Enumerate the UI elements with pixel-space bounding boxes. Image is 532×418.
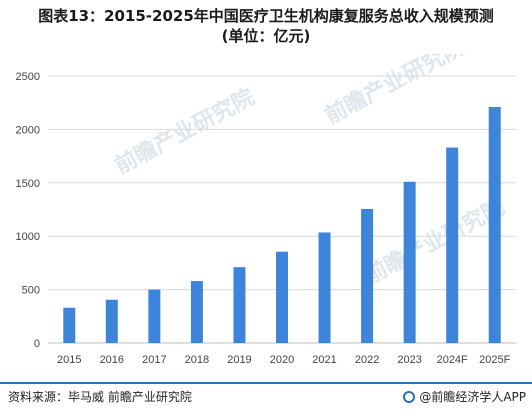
- y-tick-label: 2000: [16, 124, 40, 136]
- label-layer: 2015 2016 2017 2018 2019 2020 2021 2022 2023 2024…: [57, 354, 511, 366]
- bar: [446, 147, 459, 343]
- bar: [63, 307, 76, 343]
- x-tick-label: 2020: [270, 354, 294, 366]
- bar: [233, 267, 246, 343]
- x-tick-label: 2019: [227, 354, 251, 366]
- footer: 资料来源：毕马威 前瞻产业研究院 @前瞻经济学人APP: [0, 388, 532, 408]
- x-tick-label: 2022: [355, 354, 379, 366]
- y-tick-label: 0: [34, 338, 40, 350]
- footer-divider: [0, 382, 532, 384]
- x-tick-label: 2018: [185, 354, 209, 366]
- x-tick-label: 2023: [397, 354, 421, 366]
- bar-layer: [63, 106, 501, 343]
- x-tick-label: 2021: [312, 354, 336, 366]
- source-note: 资料来源：毕马威 前瞻产业研究院: [8, 390, 192, 404]
- chart-area: 前瞻产业研究院 前瞻产业研究院 前瞻产业研究院 0 500 1000 1500 2000 25…: [0, 54, 532, 374]
- app-credit: @前瞻经济学人APP: [403, 388, 526, 405]
- bar: [105, 299, 118, 343]
- x-tick-label: 2017: [142, 354, 166, 366]
- chart-title-unit: (单位：亿元): [221, 27, 311, 45]
- watermark-text: 前瞻产业研究院: [111, 84, 259, 179]
- x-tick-label: 2016: [100, 354, 124, 366]
- app-credit-label: @前瞻经济学人APP: [419, 390, 526, 404]
- grid-layer: 0 500 1000 1500 2000 2500: [16, 71, 516, 350]
- y-tick-label: 2500: [16, 71, 40, 83]
- app-logo-icon: [403, 390, 416, 403]
- bar: [403, 181, 416, 343]
- x-tick-label: 2015: [57, 354, 81, 366]
- x-tick-label: 2024F: [437, 354, 468, 366]
- chart-title: 图表13：2015-2025年中国医疗卫生机构康复服务总收入规模预测 (单位：亿…: [0, 6, 532, 46]
- x-tick-label: 2025F: [479, 354, 510, 366]
- bar: [276, 251, 288, 343]
- chart-title-main: 图表13：2015-2025年中国医疗卫生机构康复服务总收入规模预测: [38, 7, 494, 25]
- bar: [488, 106, 501, 343]
- bar: [318, 232, 331, 343]
- y-tick-label: 1000: [16, 231, 40, 243]
- bar: [361, 208, 374, 343]
- y-tick-label: 500: [22, 285, 40, 297]
- bar: [148, 289, 161, 343]
- watermark-text: 前瞻产业研究院: [321, 54, 469, 129]
- watermark-text: 前瞻产业研究院: [361, 194, 509, 289]
- y-tick-label: 1500: [16, 178, 40, 190]
- bar: [190, 281, 203, 343]
